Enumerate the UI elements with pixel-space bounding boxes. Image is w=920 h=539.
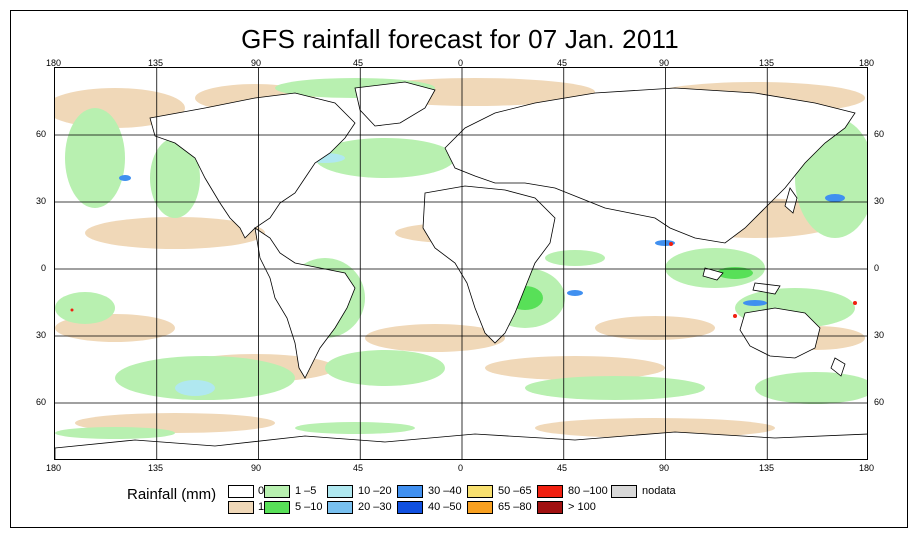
legend-swatch-2: [264, 485, 290, 498]
world-rainfall-map: [54, 67, 868, 460]
legend-swatch-6: [397, 485, 423, 498]
top-tick-label: 90: [659, 58, 670, 68]
right-tick-label: 30: [874, 330, 885, 340]
legend-swatch-1: [228, 501, 254, 514]
right-tick-label: 30: [874, 196, 885, 206]
right-tick-label: 0: [874, 263, 880, 273]
bottom-tick-label: 45: [557, 463, 568, 473]
legend-label: 40 –50: [428, 501, 462, 513]
top-tick-label: 45: [557, 58, 568, 68]
legend-label: 20 –30: [358, 501, 392, 513]
top-tick-label: 135: [759, 58, 775, 68]
legend-label: 5 –10: [295, 501, 323, 513]
top-tick-label: 45: [353, 58, 364, 68]
legend-swatch-0: [228, 485, 254, 498]
bottom-tick-label: 135: [759, 463, 775, 473]
top-tick-label: 90: [251, 58, 262, 68]
bottom-tick-label: 90: [659, 463, 670, 473]
top-tick-label: 180: [46, 58, 62, 68]
legend-swatch-8: [467, 485, 493, 498]
legend-label: 1: [258, 501, 265, 513]
legend-swatch-9: [467, 501, 493, 514]
legend-label: 0: [258, 485, 265, 497]
top-tick-label: 180: [859, 58, 875, 68]
left-tick-label: 30: [36, 330, 47, 340]
rainfall-map-graphic: [55, 68, 867, 459]
figure-frame: [10, 10, 908, 528]
left-tick-label: 0: [41, 263, 47, 273]
legend-label: > 100: [568, 501, 596, 513]
top-tick-label: 0: [458, 58, 464, 68]
legend-label: 65 –80: [498, 501, 532, 513]
legend-swatch-3: [264, 501, 290, 514]
legend-label: 50 –65: [498, 485, 532, 497]
legend-swatch-11: [537, 501, 563, 514]
legend-swatch-7: [397, 501, 423, 514]
bottom-tick-label: 135: [148, 463, 164, 473]
bottom-tick-label: 90: [251, 463, 262, 473]
coastline-layer: [55, 81, 867, 459]
map-title: GFS rainfall forecast for 07 Jan. 2011: [241, 24, 679, 54]
legend-label: nodata: [642, 485, 676, 497]
legend-title: Rainfall (mm): [127, 486, 217, 503]
legend-label: 80 –100: [568, 485, 608, 497]
right-tick-label: 60: [874, 129, 885, 139]
legend-swatch-5: [327, 501, 353, 514]
legend-label: 10 –20: [358, 485, 392, 497]
left-tick-label: 60: [36, 397, 47, 407]
legend-swatch-12: [611, 485, 637, 498]
legend-label: 1 –5: [295, 485, 317, 497]
right-tick-label: 60: [874, 397, 885, 407]
bottom-tick-label: 180: [859, 463, 875, 473]
bottom-tick-label: 45: [353, 463, 364, 473]
bottom-tick-label: 0: [458, 463, 464, 473]
left-tick-label: 60: [36, 129, 47, 139]
bottom-tick-label: 180: [46, 463, 62, 473]
legend-swatch-4: [327, 485, 353, 498]
top-tick-label: 135: [148, 58, 164, 68]
legend-swatch-10: [537, 485, 563, 498]
legend-label: 30 –40: [428, 485, 462, 497]
graticule-layer: [55, 68, 867, 459]
left-tick-label: 30: [36, 196, 47, 206]
